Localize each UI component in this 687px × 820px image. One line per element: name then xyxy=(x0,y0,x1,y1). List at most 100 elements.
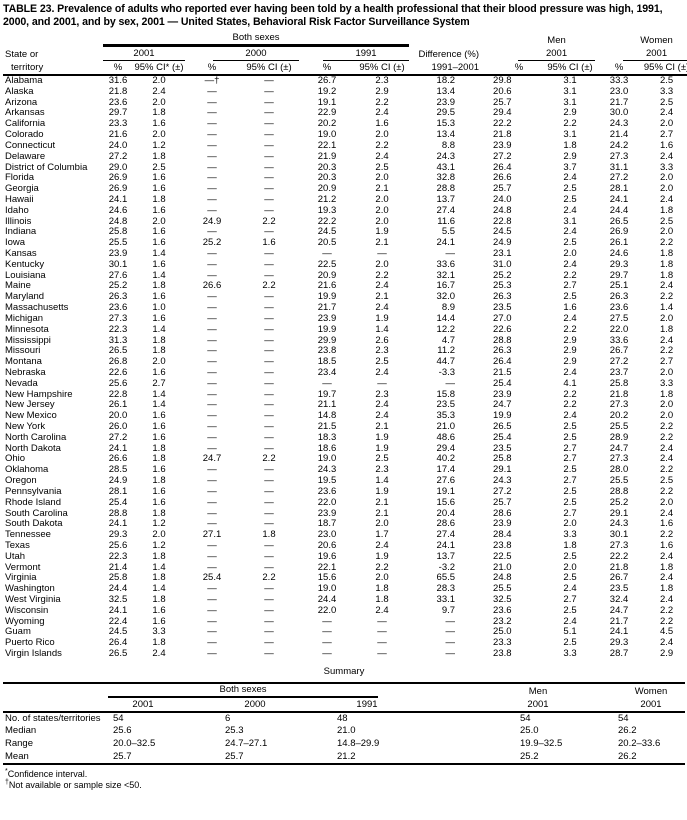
table-row-value: 18.2 xyxy=(436,75,456,86)
table-row-label: New York xyxy=(5,421,46,432)
table-row-value: 26.1 xyxy=(108,399,128,411)
table-row-value: 23.7 xyxy=(609,366,629,378)
table-row-value: 26.6 xyxy=(108,453,128,465)
table-row-value: — xyxy=(207,118,217,130)
table-row-value: — xyxy=(264,172,274,184)
table-row-value: 1.8 xyxy=(152,280,166,292)
table-row-value: 21.8 xyxy=(609,561,629,573)
table-row-value: 1.6 xyxy=(152,604,166,616)
table-row: Wyoming 22.4 1.6 — — — — — 23.2 2.4 21.7 2.2 xyxy=(3,615,687,628)
table-row-value: 32.5 xyxy=(493,594,512,605)
table-row-value: 21.8 xyxy=(108,85,128,97)
table-row-label: North Dakota xyxy=(5,442,61,454)
table-row-value: — xyxy=(264,615,274,627)
table-row-value: 2.2 xyxy=(375,561,389,573)
table-row-value: 21.7 xyxy=(609,96,629,108)
table-row-value: 2.0 xyxy=(563,248,577,259)
table-row-value: — xyxy=(207,561,217,573)
table-row: Rhode Island 25.4 1.6 — — 22.0 2.1 15.6 25.7 2.5 2… xyxy=(3,496,687,509)
table-row-value: 3.1 xyxy=(563,129,577,141)
table-row-value: 2.4 xyxy=(563,615,577,627)
summary-group-row: Both sexes Men Women xyxy=(3,683,685,698)
table-row-label: New Hampshire xyxy=(5,388,73,400)
table-row-value: 1.6 xyxy=(152,172,166,184)
table-row-value: — xyxy=(207,161,217,173)
table-row-value: 24.8 xyxy=(493,204,512,216)
table-row-value: 2.9 xyxy=(375,85,389,97)
summary-row-label: Mean xyxy=(5,750,29,762)
table-row-value: — xyxy=(264,410,274,422)
table-row-value: 1.0 xyxy=(152,302,166,314)
table-row-value: 25.8 xyxy=(493,453,512,465)
table-row-label: West Virginia xyxy=(5,594,61,605)
table-row: Louisiana 27.6 1.4 — — 20.9 2.2 32.1 25.2 2.2 29.7… xyxy=(3,269,687,282)
table-row-value: 24.8 xyxy=(493,572,512,584)
table-row-value: 30.1 xyxy=(108,258,128,270)
table-row-value: 20.2 xyxy=(609,410,629,422)
table-row-value: — xyxy=(264,226,274,238)
table-row-value: 25.8 xyxy=(108,226,128,238)
table-row-value: 22.1 xyxy=(317,561,337,573)
table-row-value: 27.4 xyxy=(436,529,456,541)
table-row-value: 24.7 xyxy=(609,604,629,616)
table-row-value: — xyxy=(207,539,217,551)
table-row-value: 23.9 xyxy=(317,312,337,324)
table-row-value: 5.1 xyxy=(563,626,577,638)
ci-header-2001: 95% CI* (±) xyxy=(134,62,184,73)
table-row-value: 29.5 xyxy=(436,107,456,119)
summary-row-value: 14.8–29.9 xyxy=(337,738,380,750)
table-row-value: 25.5 xyxy=(609,475,629,487)
table-row: New York 26.0 1.6 — — 21.5 2.1 21.0 26.5 2.5 25.5 2… xyxy=(3,421,687,433)
table-row-value: 2.7 xyxy=(563,453,577,465)
table-row: Virginia 25.8 1.8 25.4 2.2 15.6 2.0 65.5 24.8 2.5… xyxy=(3,573,687,584)
summary-women-2001-label: 2001 xyxy=(640,698,662,710)
table-row-value: 24.0 xyxy=(108,139,128,151)
table-row-label: Kentucky xyxy=(5,258,45,270)
table-row-value: 23.0 xyxy=(317,529,337,541)
table-row-label: District of Columbia xyxy=(5,161,88,173)
summary-row-value: 26.2 xyxy=(618,725,637,737)
table-row-value: 4.7 xyxy=(441,334,456,346)
table-row-value: 2.2 xyxy=(375,96,389,108)
table-row-value: — xyxy=(377,648,387,660)
table-row-value: 26.5 xyxy=(609,215,629,227)
table-row-value: — xyxy=(264,366,274,378)
both-sexes-group-label: Both sexes xyxy=(103,32,410,47)
table-row-value: 2.5 xyxy=(563,421,577,432)
table-row-value: — xyxy=(264,431,274,443)
summary-header: Both sexes Men Women 2001 2000 1991 2001… xyxy=(3,683,685,713)
header-year-row: State or 2001 2000 1991 Difference (%) 2… xyxy=(3,47,687,61)
table-row-value: 26.9 xyxy=(108,172,128,184)
summary-women-label: Women xyxy=(634,685,668,697)
table-row-value: 29.4 xyxy=(436,442,456,454)
table-row-value: 1.2 xyxy=(152,139,166,151)
summary-row-label: No. of states/territories xyxy=(5,712,101,724)
table-row-value: 1.6 xyxy=(152,496,166,508)
state-header-line1: State or xyxy=(5,49,39,60)
table-row-value: — xyxy=(207,248,217,259)
table-row-value: — xyxy=(207,377,217,389)
table-row-value: 25.4 xyxy=(493,431,512,443)
table-row-value: 20.9 xyxy=(317,183,337,195)
table-row-value: 25.2 xyxy=(609,496,629,508)
table-row-value: 26.4 xyxy=(108,637,128,649)
table-row-value: — xyxy=(264,648,274,660)
ci-header-1991: 95% CI (±) xyxy=(359,62,405,73)
table-row-label: South Dakota xyxy=(5,518,63,530)
table-row-value: 2.4 xyxy=(659,193,674,205)
table-row: Guam 24.5 3.3 — — — — — 25.0 5.1 24.1 4.5 xyxy=(3,627,687,638)
table-row-value: 1.6 xyxy=(152,464,166,476)
table-row-value: 2.4 xyxy=(375,107,389,119)
table-row-value: 2.2 xyxy=(563,269,577,281)
table-row-label: Connecticut xyxy=(5,139,56,151)
table-row-value: 23.5 xyxy=(436,399,456,411)
table-row-value: 24.3 xyxy=(317,464,337,476)
table-row-value: 26.3 xyxy=(108,291,128,303)
table-row-value: 33.6 xyxy=(436,258,456,270)
table-row-value: — xyxy=(207,356,217,368)
table-row-value: 23.9 xyxy=(436,96,456,108)
footnote-na: †Not available or sample size <50. xyxy=(5,778,142,790)
table-header: Both sexes Men Women State or 2001 2000 … xyxy=(3,32,687,75)
summary-row-value: 25.6 xyxy=(113,725,132,737)
table-row-value: 35.3 xyxy=(436,410,456,422)
